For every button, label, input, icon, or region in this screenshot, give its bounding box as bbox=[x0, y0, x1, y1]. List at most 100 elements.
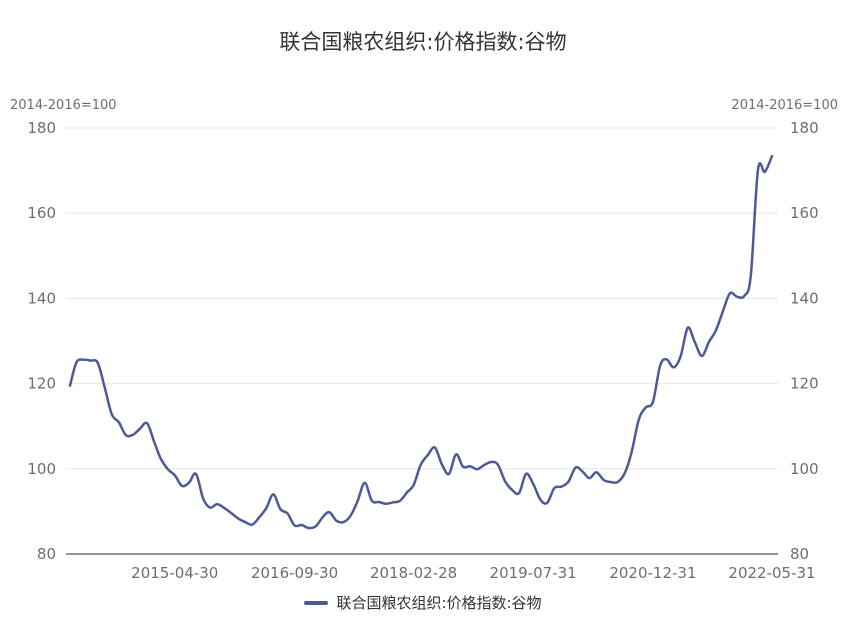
data-point bbox=[216, 503, 218, 505]
data-point bbox=[757, 169, 759, 171]
data-point bbox=[743, 295, 745, 297]
data-point bbox=[567, 480, 569, 482]
data-point bbox=[426, 454, 428, 456]
data-point bbox=[293, 524, 295, 526]
y-tick-label-left: 80 bbox=[37, 545, 56, 563]
data-point bbox=[378, 501, 380, 503]
right-axis-unit-label: 2014-2016=100 bbox=[731, 98, 838, 113]
x-tick-label: 2016-09-30 bbox=[251, 564, 338, 582]
data-point bbox=[69, 385, 71, 387]
data-point bbox=[511, 488, 513, 490]
y-tick-label-left: 180 bbox=[27, 119, 56, 137]
y-tick-label-right: 160 bbox=[790, 204, 819, 222]
data-point bbox=[679, 355, 681, 357]
data-point bbox=[300, 524, 302, 526]
data-point bbox=[251, 523, 253, 525]
data-point bbox=[602, 479, 604, 481]
data-point bbox=[581, 470, 583, 472]
data-point bbox=[307, 527, 309, 529]
data-point bbox=[399, 500, 401, 502]
data-point bbox=[342, 521, 344, 523]
data-point bbox=[103, 386, 105, 388]
data-point bbox=[518, 492, 520, 494]
data-point bbox=[595, 471, 597, 473]
data-point bbox=[504, 480, 506, 482]
data-point bbox=[715, 329, 717, 331]
data-point bbox=[532, 483, 534, 485]
chart-title: 联合国粮农组织:价格指数:谷物 bbox=[279, 30, 567, 54]
y-tick-label-right: 180 bbox=[790, 119, 819, 137]
data-point bbox=[82, 359, 84, 361]
y-tick-label-left: 100 bbox=[27, 460, 56, 478]
data-point bbox=[546, 502, 548, 504]
data-point bbox=[729, 292, 731, 294]
data-point bbox=[630, 451, 632, 453]
y-tick-label-left: 160 bbox=[27, 204, 56, 222]
data-point bbox=[139, 428, 141, 430]
data-point bbox=[174, 474, 176, 476]
data-point bbox=[665, 358, 667, 360]
data-point bbox=[448, 473, 450, 475]
left-axis-unit-label: 2014-2016=100 bbox=[10, 98, 117, 113]
data-point bbox=[335, 520, 337, 522]
y-tick-label-right: 120 bbox=[790, 375, 819, 393]
data-point bbox=[371, 500, 373, 502]
data-point bbox=[75, 361, 77, 363]
data-point bbox=[385, 503, 387, 505]
data-point bbox=[420, 463, 422, 465]
data-point bbox=[609, 481, 611, 483]
data-point bbox=[111, 413, 113, 415]
data-point bbox=[687, 327, 689, 329]
x-tick-label: 2020-12-31 bbox=[609, 564, 696, 582]
data-point bbox=[736, 295, 738, 297]
data-point bbox=[490, 461, 492, 463]
data-point bbox=[434, 446, 436, 448]
data-point bbox=[560, 485, 562, 487]
data-point bbox=[476, 468, 478, 470]
data-point bbox=[118, 421, 120, 423]
legend[interactable]: 联合国粮农组织:价格指数:谷物 bbox=[0, 592, 846, 613]
data-point bbox=[553, 487, 555, 489]
data-point bbox=[209, 506, 211, 508]
data-point bbox=[328, 511, 330, 513]
data-point bbox=[624, 472, 626, 474]
x-tick-label: 2018-02-28 bbox=[370, 564, 457, 582]
data-point bbox=[202, 497, 204, 499]
data-point bbox=[672, 366, 674, 368]
data-point bbox=[223, 507, 225, 509]
data-point bbox=[497, 463, 499, 465]
y-tick-label-right: 80 bbox=[790, 545, 809, 563]
data-point bbox=[181, 485, 183, 487]
data-point bbox=[455, 453, 457, 455]
data-point bbox=[693, 341, 695, 343]
data-point bbox=[722, 310, 724, 312]
x-tick-label: 2015-04-30 bbox=[131, 564, 218, 582]
data-point bbox=[230, 512, 232, 514]
data-point bbox=[539, 498, 541, 500]
data-point bbox=[469, 465, 471, 467]
data-point bbox=[441, 463, 443, 465]
data-point bbox=[638, 418, 640, 420]
data-point bbox=[237, 517, 239, 519]
data-point bbox=[574, 466, 576, 468]
data-point bbox=[315, 525, 317, 527]
data-point bbox=[701, 355, 703, 357]
data-point bbox=[132, 434, 134, 436]
data-point bbox=[764, 171, 766, 173]
data-point bbox=[89, 359, 91, 361]
y-tick-label-left: 140 bbox=[27, 289, 56, 307]
y-tick-label-right: 140 bbox=[790, 289, 819, 307]
series-line bbox=[68, 154, 774, 530]
data-point bbox=[188, 482, 190, 484]
data-point bbox=[771, 155, 773, 157]
data-point bbox=[392, 501, 394, 503]
y-tick-label-left: 120 bbox=[27, 375, 56, 393]
data-point bbox=[146, 422, 148, 424]
data-point bbox=[265, 507, 267, 509]
data-point bbox=[349, 514, 351, 516]
data-point bbox=[708, 341, 710, 343]
data-point bbox=[258, 516, 260, 518]
data-point bbox=[195, 473, 197, 475]
